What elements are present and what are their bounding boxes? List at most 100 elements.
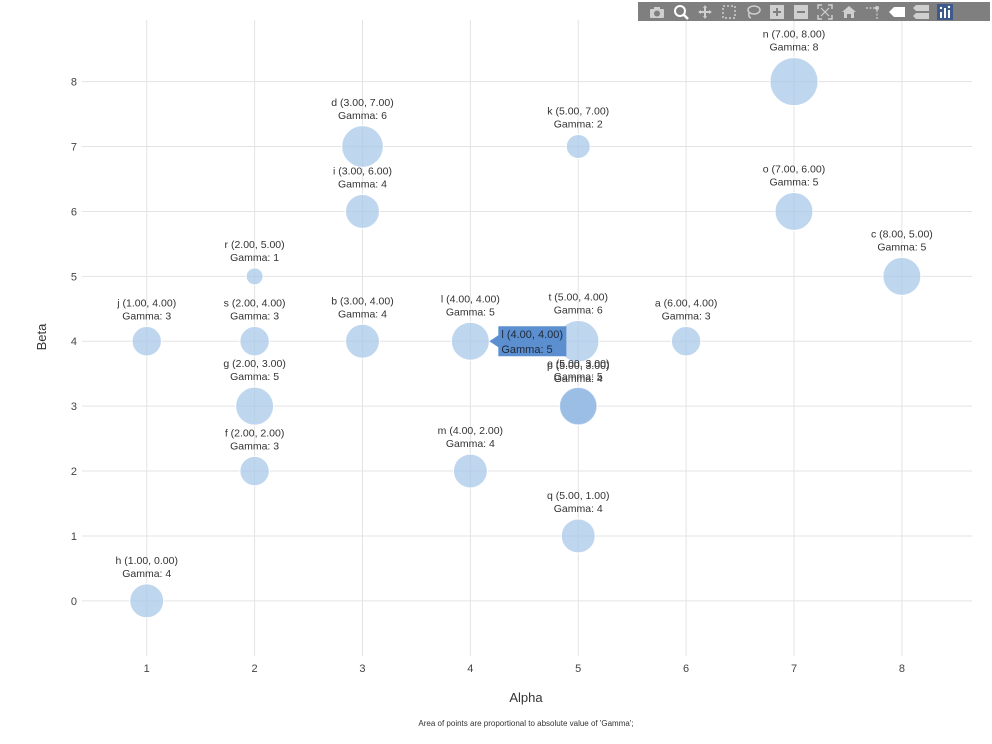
size-note: Area of points are proportional to absol… [418, 719, 633, 728]
point-label-o: o (7.00, 6.00) [763, 163, 825, 175]
point-label-d: d (3.00, 7.00) [331, 97, 393, 109]
x-tick-label: 3 [359, 663, 365, 675]
x-tick-label: 2 [252, 663, 258, 675]
point-gamma-label-j: Gamma: 3 [122, 311, 171, 323]
point-label-k: k (5.00, 7.00) [547, 106, 609, 118]
x-tick-label: 4 [467, 663, 473, 675]
lasso-button[interactable] [744, 4, 762, 20]
spike-lines-button[interactable] [864, 4, 882, 20]
point-label-q: q (5.00, 1.00) [547, 490, 609, 502]
bubble-c[interactable] [882, 256, 922, 296]
bubble-b[interactable] [345, 323, 380, 359]
point-gamma-label-g: Gamma: 5 [230, 371, 279, 383]
bubble-p[interactable] [560, 388, 597, 425]
y-tick-label: 4 [71, 336, 77, 348]
home-icon [841, 4, 857, 20]
point-label-a: a (6.00, 4.00) [655, 298, 717, 310]
bubble-q[interactable] [560, 518, 596, 554]
point-label-b: b (3.00, 4.00) [331, 295, 393, 307]
y-axis-title: Beta [34, 323, 49, 351]
tooltip-box [489, 326, 567, 357]
point-label-e: e (5.00, 3.00) [547, 358, 609, 370]
y-tick-label: 0 [71, 596, 77, 608]
bubble-l[interactable] [450, 321, 490, 361]
bubble-g[interactable] [235, 386, 275, 426]
bubble-o[interactable] [774, 191, 814, 231]
home-button[interactable] [840, 4, 858, 20]
point-gamma-label-n: Gamma: 8 [769, 42, 818, 54]
y-tick-label: 5 [71, 271, 77, 283]
zoom-out-icon [793, 4, 809, 20]
point-label-r: r (2.00, 5.00) [225, 239, 285, 251]
point-gamma-label-p: Gamma: 4 [554, 373, 603, 385]
point-gamma-label-o: Gamma: 5 [769, 176, 818, 188]
modebar [638, 2, 990, 21]
x-tick-label: 7 [791, 663, 797, 675]
x-tick-label: 8 [899, 663, 905, 675]
zoom-button[interactable] [672, 4, 690, 20]
bubble-s[interactable] [239, 326, 270, 357]
point-gamma-label-q: Gamma: 4 [554, 503, 603, 515]
zoom-out-button[interactable] [792, 4, 810, 20]
box-select-button[interactable] [720, 4, 738, 20]
point-gamma-label-h: Gamma: 4 [122, 568, 171, 580]
point-label-i: i (3.00, 6.00) [333, 165, 392, 177]
point-label-t: t (5.00, 4.00) [548, 291, 608, 303]
point-label-p: p (5.00, 3.00) [547, 360, 609, 372]
spike-lines-icon [865, 4, 881, 20]
point-label-m: m (4.00, 2.00) [438, 425, 503, 437]
hover-compare-icon [912, 4, 930, 20]
x-axis-ticks: 1 2 3 4 5 6 7 8 [144, 663, 905, 675]
bubble-i[interactable] [345, 193, 380, 229]
y-axis-ticks: 0 1 2 3 4 5 6 7 8 [71, 77, 77, 608]
point-gamma-label-r: Gamma: 1 [230, 252, 279, 264]
bubble-j[interactable] [131, 326, 162, 357]
point-label-l: l (4.00, 4.00) [441, 293, 500, 305]
hover-closest-icon [888, 5, 906, 19]
point-gamma-label-s: Gamma: 3 [230, 311, 279, 323]
bubble-h[interactable] [129, 583, 165, 619]
bubble-r[interactable] [245, 267, 264, 286]
tooltip-line-2: Gamma: 5 [501, 344, 552, 356]
point-gamma-label-a: Gamma: 3 [662, 311, 711, 323]
point-label-c: c (8.00, 5.00) [871, 228, 933, 240]
bubble-f[interactable] [239, 455, 270, 487]
y-tick-label: 3 [71, 401, 77, 413]
point-label-s: s (2.00, 4.00) [224, 298, 286, 310]
x-tick-label: 1 [144, 663, 150, 675]
lasso-icon [745, 4, 761, 20]
box-select-icon [721, 4, 737, 20]
hover-compare-button[interactable] [912, 4, 930, 20]
point-gamma-label-d: Gamma: 6 [338, 110, 387, 122]
autoscale-button[interactable] [816, 3, 834, 20]
point-gamma-label-c: Gamma: 5 [877, 241, 926, 253]
point-gamma-label-k: Gamma: 2 [554, 119, 603, 131]
bubbles[interactable] [129, 57, 922, 619]
bubble-m[interactable] [452, 453, 488, 489]
point-gamma-label-l: Gamma: 5 [446, 306, 495, 318]
camera-icon [649, 5, 665, 19]
plotly-logo-button[interactable] [936, 3, 954, 20]
point-label-n: n (7.00, 8.00) [763, 29, 825, 41]
bubble-n[interactable] [769, 57, 819, 107]
point-gamma-label-b: Gamma: 4 [338, 308, 387, 320]
y-tick-label: 6 [71, 206, 77, 218]
hover-closest-button[interactable] [888, 4, 906, 20]
bubble-a[interactable] [670, 326, 702, 357]
point-label-h: h (1.00, 0.00) [115, 555, 177, 567]
hover-tooltip: l (4.00, 4.00) Gamma: 5 [489, 326, 567, 357]
zoom-in-button[interactable] [768, 4, 786, 20]
y-tick-label: 8 [71, 77, 77, 89]
point-gamma-label-e: Gamma: 5 [554, 371, 603, 383]
y-tick-label: 7 [71, 142, 77, 154]
pan-icon [697, 4, 713, 20]
zoom-icon [673, 4, 689, 20]
camera-button[interactable] [648, 4, 666, 20]
bubble-d[interactable] [341, 125, 384, 168]
bubble-k[interactable] [565, 134, 591, 160]
plotly-logo-icon [937, 3, 953, 20]
autoscale-icon [817, 3, 833, 20]
pan-button[interactable] [696, 4, 714, 20]
point-gamma-label-f: Gamma: 3 [230, 440, 279, 452]
